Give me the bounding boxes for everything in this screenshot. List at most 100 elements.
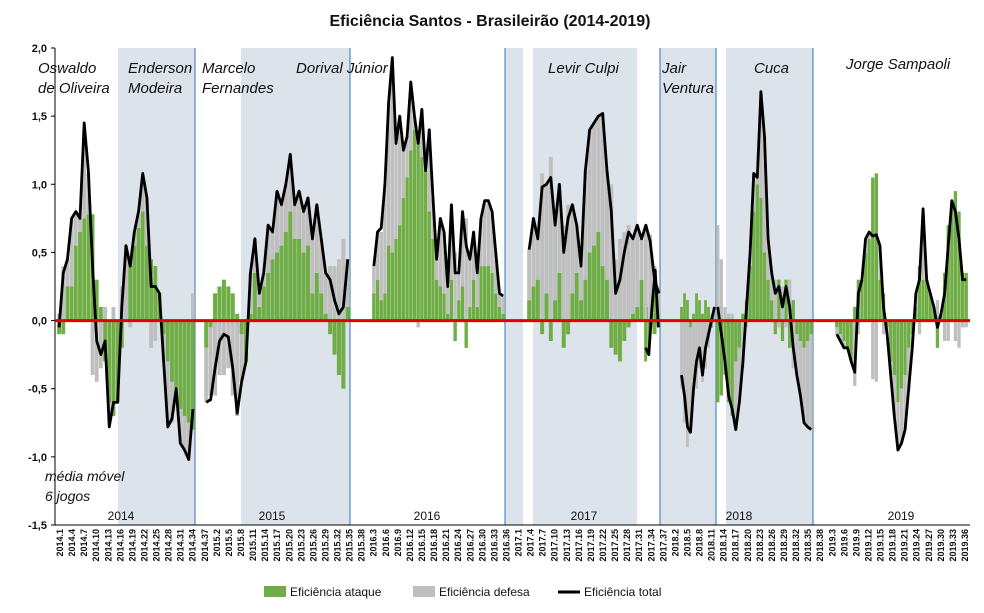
x-tick-label: 2014.1 (55, 529, 65, 557)
bar-ataque (639, 279, 644, 321)
bar-ataque (345, 306, 350, 321)
bar-defesa (460, 211, 465, 287)
x-tick-label: 2017.22 (598, 529, 608, 562)
bar-defesa (921, 208, 925, 280)
bar-ataque (596, 231, 601, 321)
bar-defesa (716, 225, 720, 321)
bar-defesa (874, 320, 878, 382)
bar-defesa (719, 259, 724, 321)
bar-ataque (178, 320, 183, 410)
coach-name: Fernandes (202, 80, 274, 97)
x-tick-label: 2019.33 (948, 529, 958, 562)
bar-ataque (935, 320, 940, 348)
bar-defesa (239, 334, 244, 382)
bar-ataque (464, 320, 468, 348)
bar-defesa (856, 320, 861, 335)
year-label: 2014 (108, 509, 135, 523)
legend-label: Eficiência ataque (290, 585, 382, 599)
bar-ataque (479, 266, 483, 321)
bar-ataque (471, 279, 476, 321)
bar-ataque (174, 320, 179, 389)
x-tick-label: 2016.30 (477, 529, 487, 562)
bar-ataque (128, 259, 133, 321)
bar-ataque (791, 300, 795, 321)
bar-ataque (957, 211, 961, 321)
bar-ataque (266, 272, 271, 321)
coach-name: Marcelo (202, 60, 255, 77)
coach-name: Dorival Júnior (296, 60, 389, 77)
bar-ataque (501, 313, 505, 321)
bar-ataque (332, 320, 337, 355)
bar-defesa (401, 150, 406, 198)
bar-defesa (592, 122, 596, 246)
bar-ataque (144, 245, 149, 321)
x-tick-label: 2018.23 (755, 529, 765, 562)
bar-defesa (842, 341, 846, 348)
x-tick-label: 2015.23 (296, 529, 306, 562)
bar-defesa (701, 320, 704, 382)
bar-ataque (204, 320, 209, 348)
bar-ataque (460, 286, 465, 321)
x-tick-label: 2018.35 (803, 529, 813, 562)
labels-layer: 2014.1 2014.4 2014.7 2014.10 2014.13 2014.16 2… (38, 56, 970, 562)
bar-ataque (379, 300, 383, 321)
x-tick-label: 2015.26 (308, 529, 318, 562)
bar-ataque (390, 252, 395, 321)
bar-ataque (412, 129, 417, 321)
bar-defesa (871, 320, 875, 380)
bar-defesa (323, 272, 328, 314)
bar-defesa (600, 113, 605, 267)
bar-ataque (617, 320, 622, 362)
bar-defesa (416, 320, 420, 328)
bar-ataque (583, 279, 588, 321)
bar-ataque (442, 293, 446, 321)
bar-ataque (561, 320, 566, 348)
bar-ataque (686, 300, 689, 321)
bar-defesa (288, 154, 293, 212)
bar-ataque (416, 136, 420, 321)
bar-defesa (383, 184, 387, 294)
bar-ataque (928, 293, 932, 321)
x-tick-label: 2015.29 (321, 529, 331, 562)
bar-ataque (892, 320, 896, 376)
bar-ataque (301, 252, 306, 321)
bar-ataque (213, 293, 218, 321)
bar-defesa (579, 266, 584, 301)
bar-defesa (964, 320, 968, 328)
bar-ataque (323, 313, 328, 321)
bar-ataque (94, 279, 99, 321)
bar-ataque (755, 184, 759, 321)
bar-ataque (248, 313, 253, 321)
bar-ataque (752, 211, 756, 321)
coach-name: Ventura (662, 80, 714, 97)
x-tick-label: 2016.12 (405, 529, 415, 562)
bar-defesa (182, 415, 187, 451)
x-tick-label: 2014.16 (115, 529, 125, 562)
bar-defesa (957, 320, 961, 348)
y-tick-label: 1,5 (32, 111, 47, 123)
bar-defesa (553, 225, 558, 301)
bar-ataque (566, 320, 571, 335)
bar-defesa (942, 320, 947, 342)
bar-defesa (835, 327, 839, 335)
bar-defesa (297, 191, 302, 239)
bar-defesa (935, 300, 940, 321)
x-tick-label: 2016.15 (417, 529, 427, 562)
bar-ataque (161, 320, 166, 335)
bar-ataque (208, 320, 213, 328)
bar-ataque (111, 320, 116, 416)
bar-ataque (780, 320, 785, 342)
x-tick-label: 2015.17 (272, 529, 282, 562)
bar-ataque (903, 320, 907, 376)
bar-ataque (540, 320, 545, 335)
bar-defesa (464, 218, 468, 321)
bar-defesa (730, 313, 734, 321)
bar-defesa (149, 320, 154, 348)
moving-average-note: 6 jogos (45, 488, 90, 504)
bar-defesa (953, 320, 958, 342)
x-tick-label: 2018.14 (719, 529, 729, 562)
x-tick-label: 2018.8 (695, 529, 705, 557)
bar-ataque (221, 279, 226, 321)
bar-defesa (946, 320, 950, 342)
bar-ataque (766, 279, 770, 321)
